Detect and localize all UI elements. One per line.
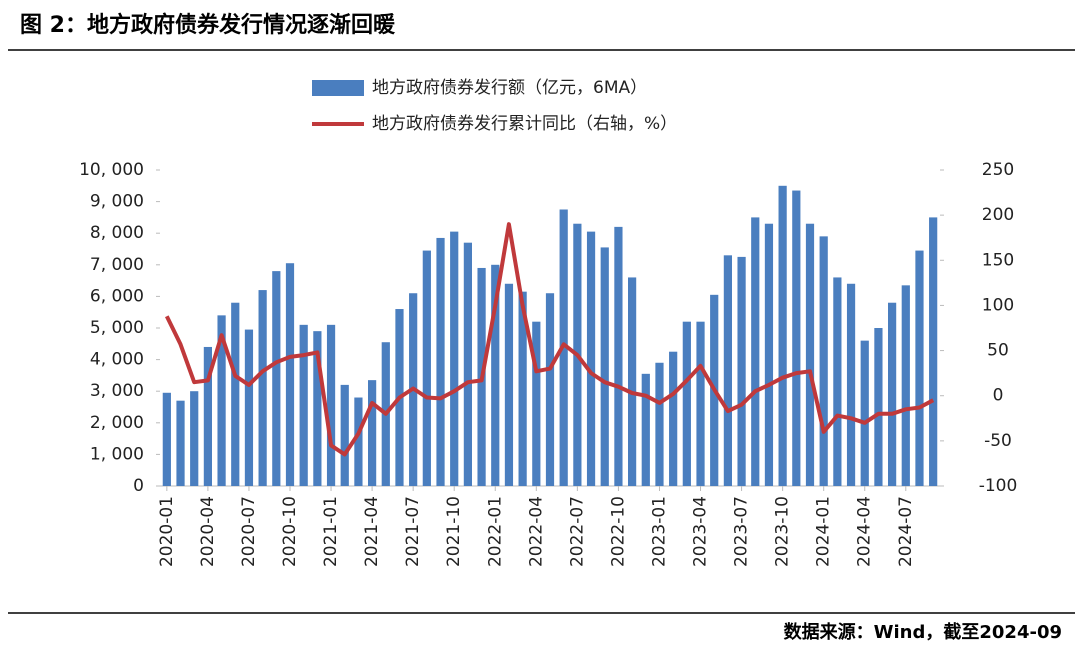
bar [504,283,514,486]
x-tick-label: 2021-07 [403,496,423,567]
bar [326,324,336,486]
bar [860,340,869,486]
bar [231,302,240,486]
y-tick-label: 7, 000 [90,255,144,275]
bar [641,373,650,486]
bar [463,242,472,486]
bar [764,223,774,486]
bar [929,217,938,486]
x-tick-label: 2020-01 [157,496,177,567]
bar [696,321,705,486]
bar [285,263,295,486]
bar [203,346,212,486]
y2-tick-label: 50 [987,341,1009,361]
bar [258,290,267,486]
bar [450,231,459,486]
x-tick-label: 2022-01 [485,496,505,567]
y2-tick-label: 0 [993,386,1004,406]
bar [874,328,883,486]
line [165,222,935,457]
bar [354,397,363,486]
bar [244,329,254,486]
y-tick-label: 3, 000 [90,381,144,401]
bar [162,392,171,486]
y-tick-label: 5, 000 [90,318,144,338]
y-tick-label: 9, 000 [90,192,144,212]
bar [272,271,281,486]
bar [217,315,226,486]
bar [422,250,431,486]
bar [723,255,732,486]
bar [737,256,746,486]
legend-label: 地方政府债券发行额（亿元，6MA） [372,78,647,98]
bar [682,321,691,486]
bar [600,247,609,486]
y2-tick-label: 100 [982,295,1014,315]
bar [313,331,322,486]
y-tick-label: 10, 000 [79,160,144,180]
bar [586,231,596,486]
x-tick-label: 2022-04 [526,496,546,567]
x-tick-label: 2021-04 [362,496,382,567]
y-tick-label: 0 [133,476,144,496]
bar [778,185,787,487]
x-tick-label: 2021-10 [444,496,464,567]
x-tick-label: 2024-01 [814,496,834,567]
y2-tick-label: 200 [982,205,1014,225]
bar [491,264,500,486]
bar [833,277,842,486]
bar [190,391,199,486]
x-tick-label: 2024-04 [855,496,875,567]
x-tick-label: 2020-04 [198,496,218,567]
x-tick-label: 2022-10 [608,496,628,567]
bar [299,324,308,486]
bar [805,223,815,486]
bar [628,277,637,486]
y-tick-label: 6, 000 [90,286,144,306]
y-tick-label: 8, 000 [90,223,144,243]
bar [545,293,555,486]
legend-label: 地方政府债券发行累计同比（右轴，%） [372,114,677,134]
bar [614,226,623,486]
chart-title: 图 2：地方政府债券发行情况逐渐回暖 [20,12,396,38]
bar [340,384,349,486]
bar [888,302,897,486]
y-tick-label: 2, 000 [90,413,144,433]
x-tick-label: 2024-07 [896,496,916,567]
x-tick-label: 2020-10 [280,496,300,567]
x-tick-label: 2023-01 [649,496,669,567]
bar [901,285,910,486]
bar [518,291,527,486]
y2-tick-label: -50 [984,431,1012,451]
legend-swatch [312,80,364,96]
x-tick-label: 2022-07 [567,496,587,567]
bar [368,380,377,486]
x-tick-label: 2020-07 [239,496,259,567]
bar [792,190,801,487]
x-tick-label: 2021-01 [321,496,341,567]
bar [819,236,828,486]
bar [176,400,185,486]
y-tick-label: 1, 000 [90,444,144,464]
bar [436,237,445,486]
x-tick-label: 2023-07 [732,496,752,567]
source: 数据来源：Wind，截至2024-09 [784,621,1062,643]
x-tick-label: 2023-10 [773,496,793,567]
y2-tick-label: 150 [982,250,1014,270]
bar [532,321,541,486]
bar [655,362,664,486]
x-tick-label: 2023-04 [691,496,711,567]
bar [846,283,856,486]
bar [669,351,678,486]
bar [915,250,924,486]
y-tick-label: 4, 000 [90,350,144,370]
y2-tick-label: 250 [982,160,1014,180]
bar [751,217,760,486]
y2-tick-label: -100 [979,476,1018,496]
